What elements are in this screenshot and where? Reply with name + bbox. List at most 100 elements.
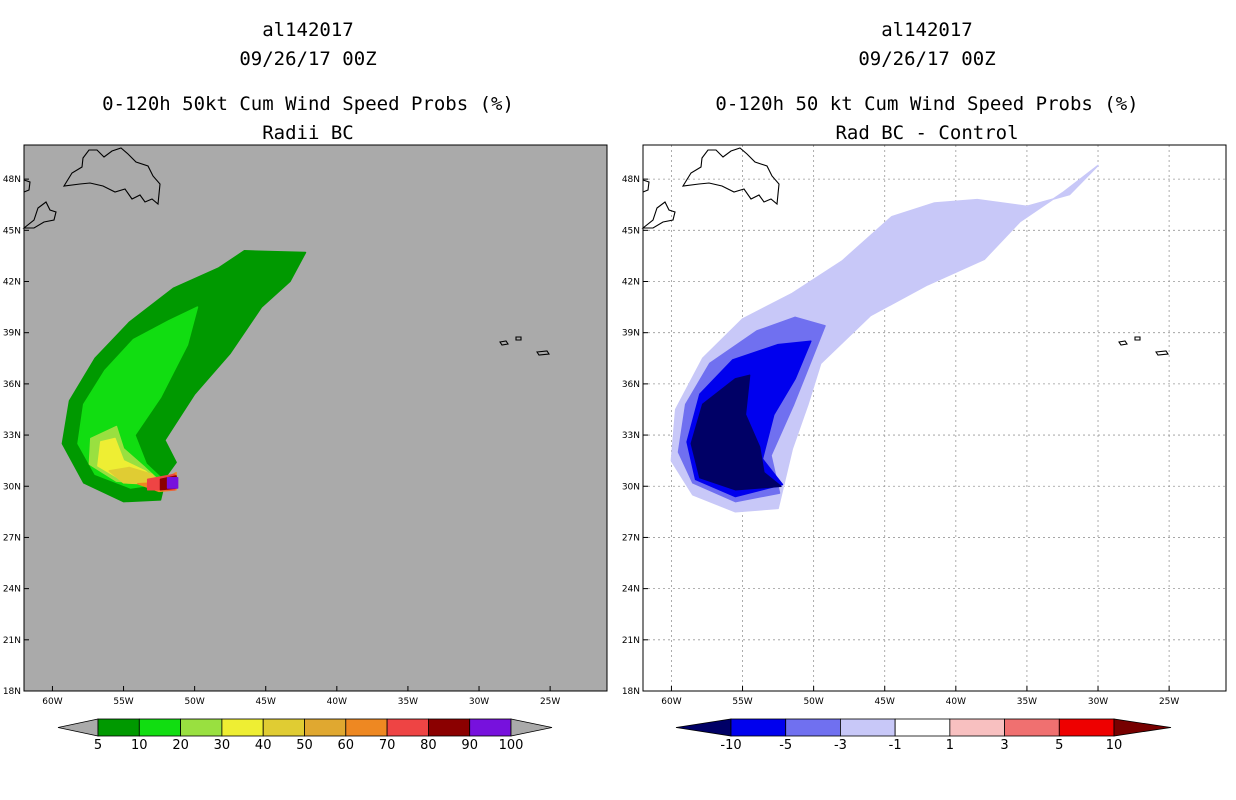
x-tick-label: 45W <box>256 697 276 707</box>
y-tick-label: 18N <box>622 687 640 697</box>
y-tick-label: 42N <box>622 278 640 288</box>
azores-island-3 <box>536 350 550 356</box>
x-tick-label: 60W <box>42 697 62 707</box>
y-tick-label: 24N <box>3 585 21 595</box>
panel-title-experiment: Rad BC - Control <box>835 122 1018 144</box>
y-tick-label: 33N <box>622 431 640 441</box>
colorbar-swatch <box>949 718 1005 737</box>
colorbar-label: -5 <box>779 738 792 753</box>
colorbar-swatch <box>221 718 264 737</box>
colorbar-label: 30 <box>214 738 231 753</box>
x-tick-label: 40W <box>327 697 347 707</box>
difference-contour-fills <box>670 164 1099 513</box>
map-axes: 60W 55W 50W 45W 40W 35W 30W 25W 48N 45N 42N 39N 36N 3… <box>622 175 1180 707</box>
y-tick-label: 36N <box>622 380 640 390</box>
colorbar-label: 60 <box>338 738 355 753</box>
colorbar-swatch <box>730 718 787 737</box>
newfoundland-coastline <box>62 147 161 206</box>
azores-island-2 <box>515 336 522 341</box>
y-tick-label: 24N <box>622 585 640 595</box>
nova-scotia-coastline <box>22 201 57 229</box>
colorbar-swatch <box>345 718 388 737</box>
y-tick-label: 21N <box>622 636 640 646</box>
nova-scotia-coastline <box>641 201 676 229</box>
colorbar-label: 20 <box>172 738 189 753</box>
panel-radii-bc: al142017 09/26/17 00Z 0-120h 50kt Cum Wi… <box>3 19 608 753</box>
y-tick-label: 30N <box>622 482 640 492</box>
colorbar-label: 40 <box>255 738 272 753</box>
colorbar-left-arrow <box>675 718 732 737</box>
y-tick-label: 21N <box>3 636 21 646</box>
colorbar-label: 5 <box>94 738 102 753</box>
colorbar-label: 100 <box>499 738 524 753</box>
y-tick-label: 36N <box>3 380 21 390</box>
panel-title-valid-time: 09/26/17 00Z <box>239 48 376 70</box>
colorbar-swatch <box>138 718 182 737</box>
colorbar-label: 50 <box>296 738 313 753</box>
panel-title-valid-time: 09/26/17 00Z <box>858 48 995 70</box>
colorbar-label: -10 <box>720 738 741 753</box>
x-tick-label: 55W <box>113 697 133 707</box>
contour-region <box>166 476 179 489</box>
panel-title-product: 0-120h 50kt Cum Wind Speed Probs (%) <box>102 93 514 115</box>
y-tick-label: 27N <box>3 533 21 543</box>
colorbar-label: 90 <box>461 738 478 753</box>
y-tick-label: 48N <box>3 175 21 185</box>
contour-region <box>690 374 782 491</box>
probability-contour-fills <box>61 250 307 503</box>
colorbar-swatch <box>386 718 429 737</box>
y-tick-label: 45N <box>3 226 21 236</box>
y-tick-label: 45N <box>622 226 640 236</box>
x-tick-label: 25W <box>540 697 560 707</box>
colorbar-label: 10 <box>131 738 148 753</box>
colorbar-swatch <box>1004 718 1060 737</box>
panel-title-storm-id: al142017 <box>881 19 973 41</box>
map-frame <box>642 144 1227 692</box>
newfoundland-coastline <box>681 147 780 206</box>
colorbar-swatch <box>262 718 305 737</box>
colorbar-swatch <box>1058 718 1115 737</box>
colorbar-left-arrow <box>57 718 99 737</box>
colorbar-swatch <box>304 718 347 737</box>
panel-title-storm-id: al142017 <box>262 19 354 41</box>
azores-island-2 <box>1134 336 1141 341</box>
y-tick-label: 27N <box>622 533 640 543</box>
colorbar-right-arrow <box>1113 718 1172 737</box>
colorbar-swatch <box>840 718 896 737</box>
x-tick-label: 40W <box>946 697 966 707</box>
x-tick-label: 35W <box>1017 697 1037 707</box>
map-axes: 60W 55W 50W 45W 40W 35W 30W 25W 48N 45N 42N 39N 36N 3… <box>3 175 561 707</box>
colorbar-right-arrow <box>510 718 553 737</box>
azores-island-1 <box>1118 340 1128 346</box>
y-tick-label: 48N <box>622 175 640 185</box>
colorbar-label: -1 <box>889 738 902 753</box>
cape-breton-coastline <box>23 179 31 193</box>
x-tick-label: 55W <box>732 697 752 707</box>
cape-breton-coastline <box>642 179 650 193</box>
x-tick-label: 50W <box>803 697 823 707</box>
y-tick-label: 18N <box>3 687 21 697</box>
panel-title-experiment: Radii BC <box>262 122 354 144</box>
colorbar-swatch <box>785 718 841 737</box>
colorbar-label: 1 <box>946 738 954 753</box>
y-tick-label: 39N <box>3 329 21 339</box>
y-tick-label: 33N <box>3 431 21 441</box>
coastlines <box>22 147 550 356</box>
y-tick-label: 42N <box>3 278 21 288</box>
y-tick-label: 39N <box>622 329 640 339</box>
colorbar: -10 -5 -3 -1 1 3 5 10 <box>675 718 1172 753</box>
coastlines <box>641 147 1169 356</box>
x-tick-label: 30W <box>469 697 489 707</box>
map-frame <box>23 144 608 692</box>
panel-rad-bc-minus-control: al142017 09/26/17 00Z 0-120h 50 kt Cum W… <box>622 19 1227 753</box>
azores-island-3 <box>1155 350 1169 356</box>
x-tick-label: 50W <box>184 697 204 707</box>
colorbar-label: 80 <box>420 738 437 753</box>
x-tick-label: 45W <box>875 697 895 707</box>
colorbar-swatch <box>180 718 223 737</box>
contour-region <box>108 466 160 486</box>
colorbar-label: 70 <box>379 738 396 753</box>
y-tick-label: 30N <box>3 482 21 492</box>
colorbar-swatch <box>894 718 951 737</box>
